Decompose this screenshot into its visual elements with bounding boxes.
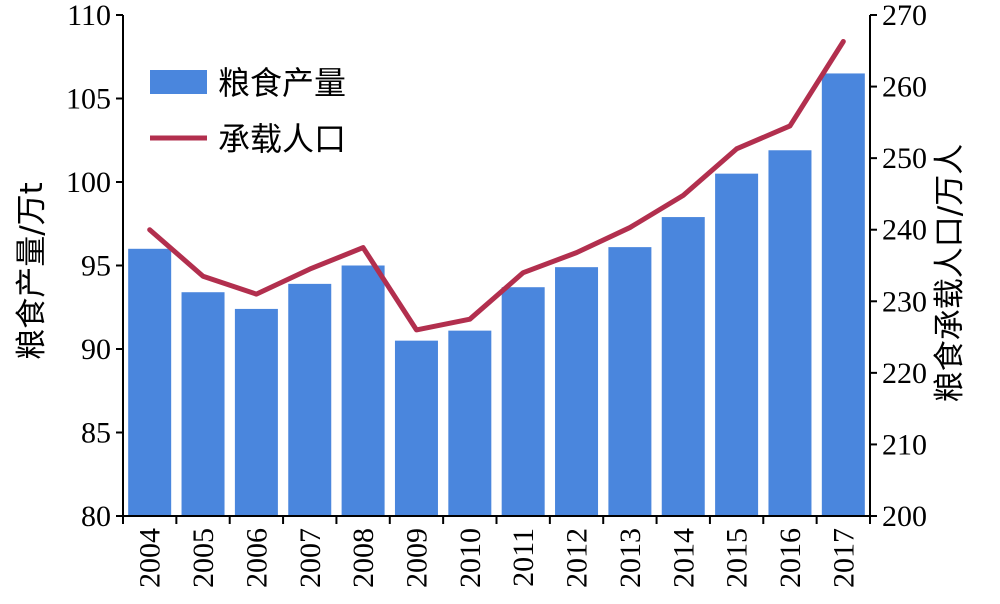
bar-2013 (608, 247, 652, 516)
x-tick-label-2011: 2011 (507, 528, 540, 587)
x-tick-label-2005: 2005 (187, 528, 220, 588)
axes: 80 85 90 95 100 105 110 200 210 220 230 240 250 260 27… (66, 0, 927, 588)
x-tick-label-2012: 2012 (561, 528, 594, 588)
y2-tick-label: 260 (882, 71, 927, 104)
bar-2004 (128, 248, 172, 517)
legend: 粮食产量 承载人口 (150, 64, 346, 158)
line-series (147, 38, 846, 333)
bar-2016 (768, 150, 812, 516)
y2-tick-label: 220 (882, 357, 927, 390)
line-series-layer (147, 38, 846, 333)
x-tick-label-2009: 2009 (400, 528, 433, 588)
y2-tick-label: 200 (882, 500, 927, 533)
y-tick-label: 95 (81, 250, 111, 283)
y2-tick-label: 230 (882, 285, 927, 318)
y-tick-label: 85 (81, 417, 111, 450)
y-tick-label: 90 (81, 333, 111, 366)
bar-2015 (715, 173, 759, 516)
y2-tick-label: 210 (882, 428, 927, 461)
y2-tick-label: 270 (882, 0, 927, 32)
bar-2007 (288, 283, 332, 516)
x-tick-label-2016: 2016 (774, 528, 807, 588)
y2-tick-label: 250 (882, 142, 927, 175)
bar-2012 (555, 267, 599, 516)
legend-bar-swatch (150, 70, 207, 94)
y-axis-title: 粮食产量/万t (14, 182, 50, 360)
x-tick-label-2007: 2007 (294, 528, 327, 588)
bar-2009 (394, 340, 438, 516)
y-tick-label: 80 (81, 500, 111, 533)
bar-2005 (181, 292, 225, 516)
x-tick-label-2006: 2006 (240, 528, 273, 588)
x-tick-label-2013: 2013 (614, 528, 647, 588)
x-tick-label-2008: 2008 (347, 528, 380, 588)
legend-line-label: 承载人口 (218, 120, 346, 158)
y2-tick-label: 240 (882, 214, 927, 247)
y-tick-label: 100 (66, 166, 111, 199)
legend-bar-label: 粮食产量 (218, 64, 346, 102)
bar-2010 (448, 330, 492, 516)
x-tick-label-2015: 2015 (721, 528, 754, 588)
x-tick-label-2017: 2017 (827, 528, 860, 588)
bar-2014 (661, 217, 705, 516)
y-tick-label: 105 (66, 83, 111, 116)
bar-2006 (234, 308, 278, 516)
bar-2011 (501, 287, 545, 516)
y-tick-label: 110 (67, 0, 111, 32)
bar-2017 (821, 73, 865, 516)
bar-series (128, 73, 865, 517)
x-tick-label-2010: 2010 (454, 528, 487, 588)
x-tick-label-2014: 2014 (667, 528, 700, 588)
bar-2008 (341, 265, 385, 516)
y2-axis-title: 粮食承载人口/万人 (932, 144, 968, 402)
x-tick-label-2004: 2004 (134, 528, 167, 588)
